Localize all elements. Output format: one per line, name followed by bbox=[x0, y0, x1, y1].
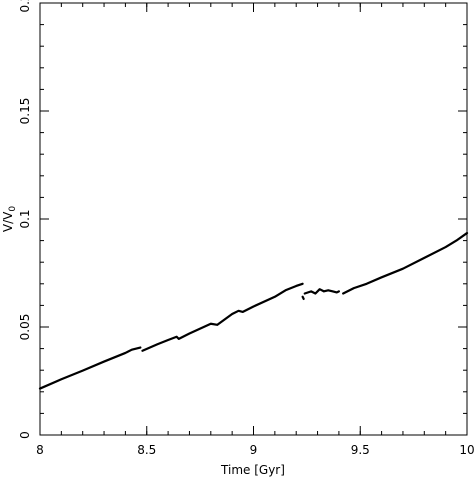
y-axis-label-subscript: 0 bbox=[8, 206, 18, 212]
y-axis-label: V/V0 bbox=[1, 206, 18, 232]
plot-frame bbox=[39, 2, 468, 436]
x-tick-label: 9.5 bbox=[351, 443, 370, 457]
axis-tick-labels: 8 8.5 9 9.5 10 0 0.05 0.1 0.15 0.2 bbox=[18, 0, 474, 457]
y-tick-label: 0 bbox=[18, 431, 32, 439]
axis-ticks bbox=[39, 2, 468, 436]
y-tick-label: 0.05 bbox=[18, 314, 32, 341]
x-tick-label: 8.5 bbox=[137, 443, 156, 457]
x-tick-label: 10 bbox=[459, 443, 474, 457]
series-line-segment bbox=[141, 282, 304, 352]
x-tick-label: 8 bbox=[36, 443, 44, 457]
x-tick-label: 9 bbox=[250, 443, 258, 457]
series-line-segment bbox=[303, 288, 340, 295]
series-line-segment bbox=[342, 231, 469, 295]
y-tick-label-group: 0.2 bbox=[18, 0, 32, 13]
y-tick-label-group: 0.15 bbox=[18, 98, 32, 125]
svg-text:V/V0: V/V0 bbox=[1, 206, 18, 232]
y-tick-label-group: 0 bbox=[18, 431, 32, 439]
y-tick-label-group: 0.1 bbox=[18, 209, 32, 228]
y-tick-label: 0.1 bbox=[18, 209, 32, 228]
y-tick-label-group: 0.05 bbox=[18, 314, 32, 341]
y-axis-label-main: V/V bbox=[1, 211, 15, 232]
y-tick-label: 0.2 bbox=[18, 0, 32, 13]
data-series bbox=[38, 231, 469, 390]
series-line-segment bbox=[301, 295, 305, 301]
y-tick-label: 0.15 bbox=[18, 98, 32, 125]
x-axis-label: Time [Gyr] bbox=[220, 463, 285, 477]
series-line-segment bbox=[38, 346, 142, 390]
